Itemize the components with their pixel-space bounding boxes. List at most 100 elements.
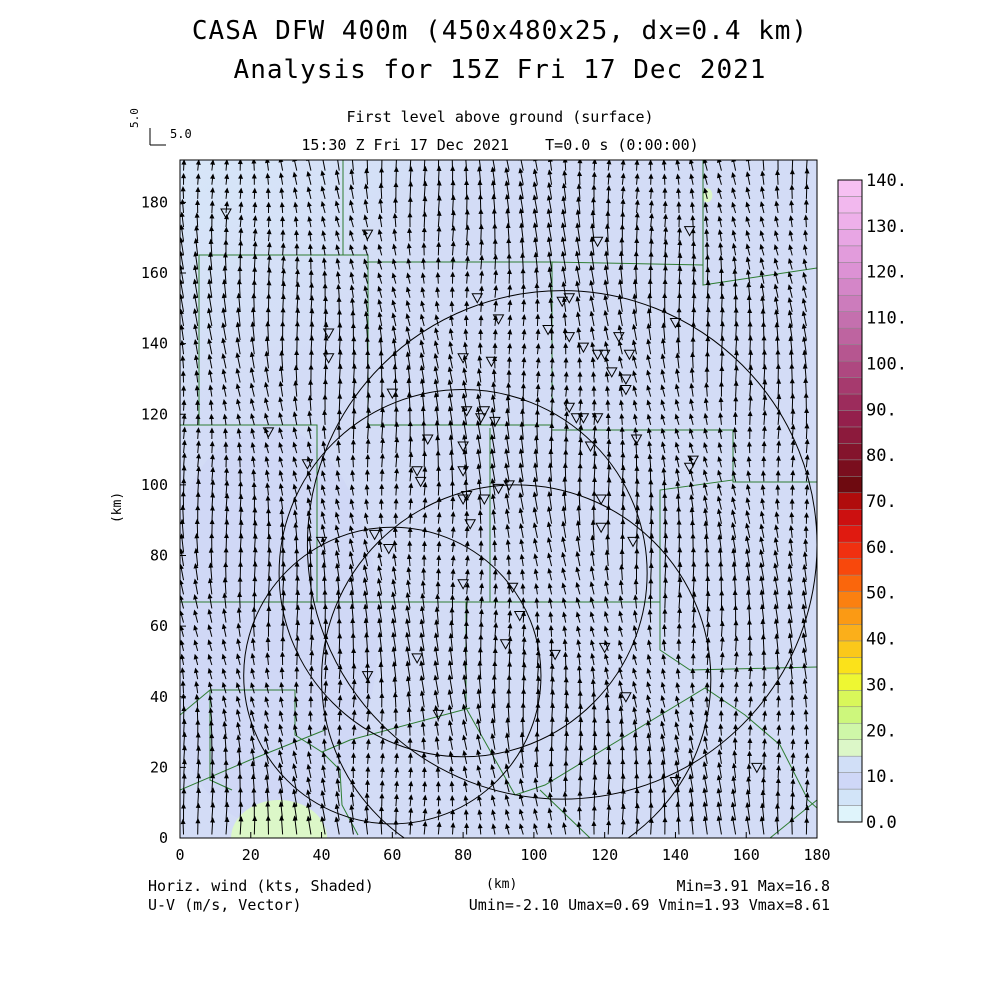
vector-head [265, 187, 271, 193]
vector-head [251, 606, 257, 612]
vector-head [209, 213, 215, 219]
wind-vector [236, 734, 242, 750]
wind-vector [278, 427, 284, 440]
wind-vector [195, 399, 201, 411]
wind-vector [235, 682, 241, 694]
vector-head [238, 493, 244, 500]
vector-head [336, 155, 339, 159]
vector-head [180, 224, 185, 230]
vector-head [180, 653, 185, 660]
vector-head [207, 653, 213, 660]
wind-vector [238, 187, 244, 199]
vector-head [249, 397, 255, 404]
wind-vector [251, 468, 257, 482]
wind-vector [264, 366, 270, 383]
wind-vector [249, 735, 255, 750]
vector-head [221, 695, 227, 701]
vector-head [293, 696, 299, 702]
vector-head [264, 774, 270, 780]
vector-head [195, 817, 201, 824]
vector-head [250, 637, 256, 644]
vector-head [278, 483, 284, 489]
vector-head [221, 667, 227, 674]
vector-head [265, 652, 271, 658]
wind-vector [279, 651, 285, 665]
vector-head [238, 480, 244, 487]
wind-vector [279, 508, 285, 524]
vector-head [294, 650, 300, 657]
wind-vector [294, 666, 300, 680]
wind-vector [278, 365, 284, 383]
wind-vector [292, 509, 298, 524]
wind-vector [292, 815, 298, 835]
vector-head [195, 413, 201, 419]
vector-head [252, 507, 258, 513]
wind-vector [295, 281, 301, 298]
wind-vector [180, 680, 186, 694]
wind-vector [222, 413, 228, 425]
wind-vector [207, 681, 213, 694]
wind-vector [207, 338, 213, 355]
wind-vector [249, 366, 255, 383]
vector-head [264, 366, 270, 372]
wind-vector [235, 721, 241, 736]
vector-head [505, 155, 508, 159]
vector-head [192, 293, 198, 299]
vector-head [264, 455, 270, 462]
county-line [659, 602, 817, 671]
wind-vector [224, 173, 230, 185]
wind-vector [180, 533, 185, 553]
wind-vector [279, 681, 285, 694]
wind-vector [180, 563, 185, 581]
wind-vector [236, 747, 242, 764]
vector-head [180, 594, 184, 601]
vector-head [196, 465, 201, 472]
vector-head [208, 251, 214, 258]
wind-vector [264, 350, 270, 369]
vector-head [280, 242, 286, 248]
vector-head [266, 228, 272, 235]
vector-head [263, 735, 269, 742]
wind-vector [294, 243, 300, 256]
vector-head [224, 492, 230, 499]
wind-vector [280, 267, 286, 284]
vector-head [264, 160, 270, 164]
wind-vector [207, 292, 213, 312]
wind-vector [221, 383, 227, 397]
wind-vector [278, 469, 284, 482]
wind-vector [238, 480, 244, 496]
vector-head [293, 380, 299, 386]
wind-vector [221, 322, 227, 341]
wind-vector [250, 427, 256, 440]
wind-vector [280, 242, 286, 256]
wind-vector [249, 696, 255, 708]
vector-head [209, 453, 215, 460]
wind-vector [278, 411, 284, 425]
vector-head [222, 733, 228, 740]
vector-head [224, 200, 230, 207]
vector-head [236, 747, 242, 753]
vector-head [221, 681, 227, 688]
vector-head [264, 681, 270, 688]
vector-head [194, 225, 200, 231]
vector-head [206, 307, 212, 314]
wind-vector [237, 468, 243, 482]
wind-vector [265, 172, 271, 185]
wind-vector [278, 483, 284, 496]
wind-vector [207, 369, 213, 383]
wind-vector [236, 622, 242, 637]
wind-vector [249, 722, 255, 736]
wind-vector [209, 427, 215, 439]
vector-head [181, 705, 187, 712]
vector-head [193, 667, 199, 674]
wind-vector [264, 412, 269, 425]
wind-vector [265, 507, 271, 524]
vector-head [193, 639, 199, 646]
vector-head [181, 803, 187, 809]
vector-head [278, 172, 284, 178]
wind-vector [292, 470, 298, 482]
wind-vector [195, 413, 201, 425]
vector-head [207, 292, 212, 299]
vector-head [224, 467, 230, 473]
vector-head [236, 607, 242, 613]
